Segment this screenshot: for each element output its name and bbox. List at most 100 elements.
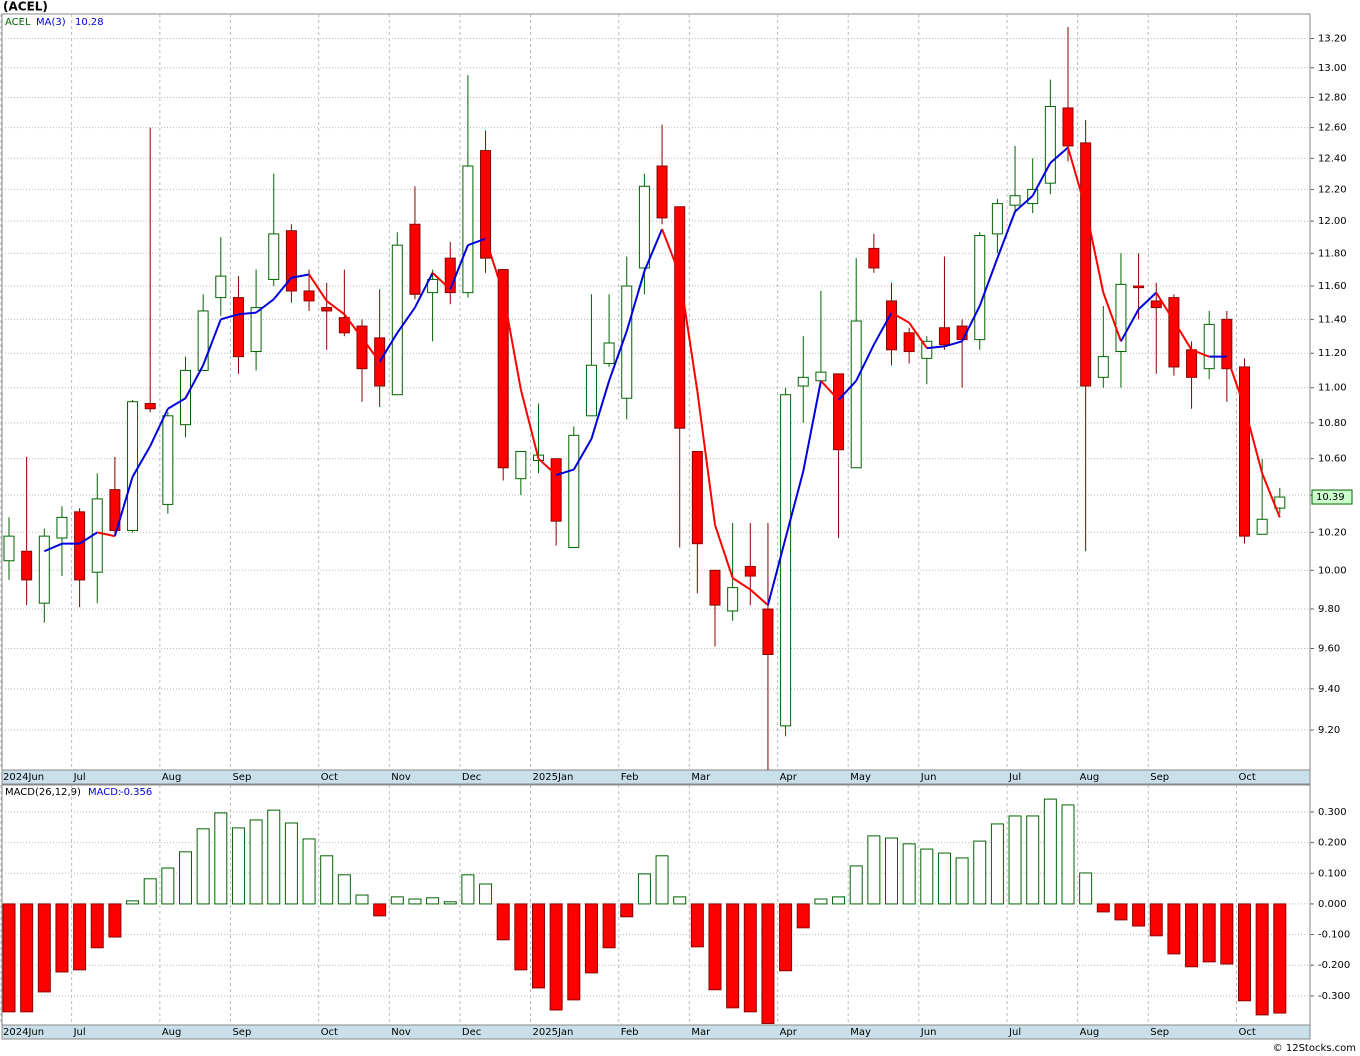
ma-segment [678, 274, 699, 392]
macd-bar [867, 835, 881, 905]
macd-bar [1220, 903, 1234, 965]
candle-body [480, 150, 492, 259]
macd-bar [302, 838, 316, 905]
candle-body [515, 450, 527, 480]
candle-body [921, 340, 933, 359]
ma-segment [590, 380, 611, 440]
ma-legend-value: 10.28 [75, 17, 104, 28]
macd-bar [532, 903, 545, 989]
macd-bar [37, 903, 51, 993]
macd-bar [567, 903, 581, 1001]
ma-segment [978, 257, 999, 307]
candle-body [868, 247, 880, 269]
macd-bar [426, 897, 440, 905]
macd-bar [814, 898, 828, 905]
candle-body [162, 415, 174, 505]
x-tick-label: Aug [162, 772, 182, 783]
candle-body [550, 458, 562, 522]
ma-segment [537, 457, 557, 476]
candle-body [109, 489, 121, 532]
macd-bar [1026, 815, 1040, 905]
x-tick-label: Sep [232, 1027, 251, 1038]
candle-body [903, 332, 915, 353]
ma-segment [891, 311, 910, 324]
ma-legend: MA(3) [36, 17, 66, 28]
macd-bar [602, 903, 616, 949]
x-tick-label: Aug [162, 1027, 182, 1038]
y-tick-label: 10.60 [1318, 454, 1347, 465]
macd-bar [955, 857, 969, 905]
macd-bar [126, 900, 140, 905]
candle-body [391, 244, 403, 396]
macd-bar [443, 901, 457, 905]
y-tick-label: 9.20 [1318, 725, 1340, 736]
y-tick-label: -0.100 [1318, 930, 1350, 941]
candle-body [585, 364, 597, 417]
candle-body [462, 165, 474, 294]
ma-segment [625, 270, 646, 332]
candle-body [497, 269, 509, 469]
candle-body [744, 565, 756, 577]
x-tick-label: Oct [1239, 1027, 1256, 1038]
macd-bar [496, 903, 510, 941]
ma-segment [1225, 356, 1246, 408]
x-tick-label: 2024Jun [3, 772, 44, 783]
macd-bar [708, 903, 722, 991]
macd-bar [231, 827, 245, 905]
candle-body [1044, 105, 1056, 184]
macd-bar [973, 840, 987, 905]
ma-segment [326, 300, 345, 316]
y-tick-label: 11.40 [1318, 314, 1347, 325]
y-tick-label: -0.200 [1318, 960, 1350, 971]
ma-segment [343, 313, 363, 339]
ma-segment [449, 244, 469, 290]
macd-bar [849, 865, 863, 905]
macd-bar [355, 894, 369, 905]
ma-segment [202, 318, 222, 366]
candle-body [197, 310, 209, 371]
macd-bar [761, 903, 775, 1024]
ma-segment [1031, 162, 1052, 197]
x-tick-label: Feb [621, 1027, 639, 1038]
ma-segment [1084, 208, 1105, 293]
y-tick-label: 13.20 [1318, 34, 1347, 45]
macd-bar [461, 874, 475, 905]
macd-bar [1061, 804, 1075, 905]
x-tick-label: Jul [1008, 1027, 1021, 1038]
y-tick-label: 12.80 [1318, 92, 1347, 103]
ma-segment [802, 380, 822, 472]
candle-body [1239, 366, 1250, 537]
ma-segment [784, 471, 805, 539]
date-axis [1, 769, 1311, 785]
candle-body [603, 342, 615, 365]
ma-segment [1155, 292, 1175, 322]
price-tag [1311, 489, 1353, 505]
macd-bar [20, 903, 34, 1013]
macd-bar [161, 867, 175, 905]
candle-body [656, 165, 668, 219]
candle-body [409, 223, 421, 295]
macd-bar [779, 903, 793, 972]
candle-body [674, 206, 686, 429]
ma-segment [996, 211, 1016, 259]
y-tick-label: 12.60 [1318, 123, 1347, 134]
candle-body [797, 376, 809, 387]
ma-segment [467, 237, 486, 247]
macd-bar [90, 903, 104, 949]
macd-bar [1185, 903, 1199, 968]
y-tick-label: 11.80 [1318, 248, 1347, 259]
candle-body [709, 569, 721, 606]
x-tick-label: Dec [462, 772, 481, 783]
ma-segment [1120, 308, 1140, 342]
candle-body [1203, 323, 1215, 370]
x-tick-label: Jun [920, 772, 937, 783]
candle-body [1150, 300, 1162, 309]
ma-segment [1067, 147, 1087, 209]
ma-segment [484, 238, 505, 293]
macd-bar [1096, 903, 1110, 913]
candle-body [356, 325, 368, 370]
y-tick-label: 0.000 [1318, 899, 1347, 910]
y-tick-label: 12.00 [1318, 216, 1347, 227]
macd-bar [796, 903, 810, 929]
x-tick-label: Mar [691, 1027, 711, 1038]
